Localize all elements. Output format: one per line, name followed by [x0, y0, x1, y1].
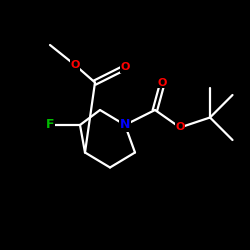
- Text: O: O: [158, 78, 167, 88]
- Text: O: O: [175, 122, 185, 132]
- Text: N: N: [120, 118, 130, 132]
- Text: O: O: [70, 60, 80, 70]
- Text: F: F: [46, 118, 54, 132]
- Text: O: O: [120, 62, 130, 72]
